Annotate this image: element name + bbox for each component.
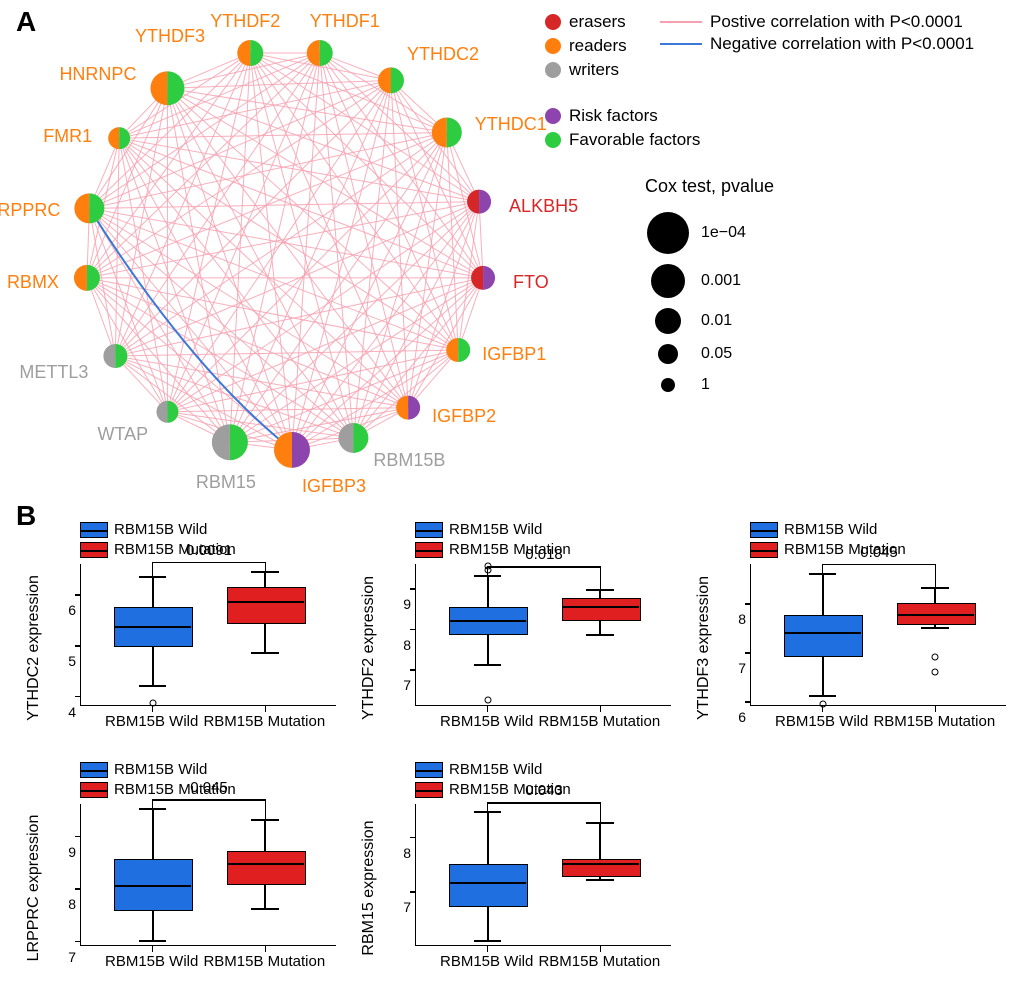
node-label-igfbp3: IGFBP3	[302, 476, 366, 497]
y-axis-label: YTHDC2 expression	[25, 575, 43, 721]
legend-readers: readers	[545, 36, 627, 56]
node-label-wtap: WTAP	[97, 424, 148, 445]
node-label-ythdf3: YTHDF3	[135, 26, 205, 47]
y-axis-label: RBM15 expression	[360, 820, 378, 955]
legend-writers: writers	[545, 60, 619, 80]
legend-erasers: erasers	[545, 12, 626, 32]
x-tick-label: RBM15B Wild	[775, 713, 868, 730]
node-label-fmr1: FMR1	[43, 126, 92, 147]
node-label-ythdf2: YTHDF2	[210, 11, 280, 32]
node-label-ythdc2: YTHDC2	[407, 44, 479, 65]
x-tick-label: RBM15B Wild	[440, 713, 533, 730]
y-tick-label: 7	[391, 677, 411, 693]
y-tick-label: 5	[56, 653, 76, 669]
figure: A YTHDF2YTHDF1YTHDC2YTHDC1ALKBH5FTOIGFBP…	[0, 0, 1020, 998]
y-axis-label: LRPPRC expression	[25, 815, 43, 962]
x-tick-label: RBM15B Mutation	[873, 713, 995, 730]
y-tick-label: 8	[56, 896, 76, 912]
node-label-hnrnpc: HNRNPC	[59, 64, 136, 85]
y-tick-label: 6	[726, 709, 746, 725]
x-tick-label: RBM15B Mutation	[538, 713, 660, 730]
p-value-label: 0.018	[525, 546, 563, 563]
y-tick-label: 7	[726, 660, 746, 676]
legend-pos_edge-line: Postive correlation with P<0.0001	[660, 12, 963, 32]
size-legend-title: Cox test, pvalue	[645, 176, 774, 197]
y-axis-label: YTHDF2 expression	[360, 576, 378, 720]
legend-risk-factors: Risk factors	[545, 106, 658, 126]
legend-neg_edge-line: Negative correlation with P<0.0001	[660, 34, 974, 54]
node-label-mettl3: METTL3	[19, 362, 88, 383]
node-label-alkbh5: ALKBH5	[509, 196, 578, 217]
x-tick-label: RBM15B Mutation	[203, 953, 325, 970]
x-tick-label: RBM15B Mutation	[203, 713, 325, 730]
node-label-rbmx: RBMX	[7, 272, 59, 293]
size-legend-0.05: 0.05	[645, 344, 732, 364]
node-label-lrpprc: LRPPRC	[0, 200, 60, 221]
boxplot-ythdc2: RBM15B Wild RBM15B Mutation YTHDC2 express…	[20, 520, 340, 740]
y-tick-label: 9	[391, 596, 411, 612]
y-tick-label: 7	[56, 949, 76, 965]
p-value-label: 0.045	[190, 779, 228, 796]
y-tick-label: 4	[56, 704, 76, 720]
node-label-fto: FTO	[513, 272, 549, 293]
x-tick-label: RBM15B Wild	[105, 713, 198, 730]
boxplot-lrpprc: RBM15B Wild RBM15B Mutation LRPPRC express…	[20, 760, 340, 980]
p-value-label: 0.043	[525, 782, 563, 799]
x-tick-label: RBM15B Wild	[440, 953, 533, 970]
y-tick-label: 8	[391, 845, 411, 861]
p-value-label: 0.0091	[186, 542, 232, 559]
x-tick-label: RBM15B Wild	[105, 953, 198, 970]
boxplot-ythdf2: RBM15B Wild RBM15B Mutation YTHDF2 express…	[355, 520, 675, 740]
x-tick-label: RBM15B Mutation	[538, 953, 660, 970]
boxplot-rbm15: RBM15B Wild RBM15B Mutation RBM15 expressi…	[355, 760, 675, 980]
node-label-rbm15: RBM15	[196, 472, 256, 493]
boxplot-ythdf3: RBM15B Wild RBM15B Mutation YTHDF3 express…	[690, 520, 1010, 740]
y-tick-label: 8	[391, 637, 411, 653]
y-axis-label: YTHDF3 expression	[695, 576, 713, 720]
size-legend-1e−04: 1e−04	[645, 212, 746, 254]
legend-favorable-factors: Favorable factors	[545, 130, 700, 150]
size-legend-0.01: 0.01	[645, 308, 732, 334]
node-label-ythdf1: YTHDF1	[310, 11, 380, 32]
y-tick-label: 7	[391, 899, 411, 915]
node-label-ythdc1: YTHDC1	[475, 114, 547, 135]
node-label-rbm15b: RBM15B	[373, 450, 445, 471]
node-label-igfbp1: IGFBP1	[482, 344, 546, 365]
size-legend-0.001: 0.001	[645, 264, 741, 298]
y-tick-label: 9	[56, 844, 76, 860]
node-label-igfbp2: IGFBP2	[432, 406, 496, 427]
y-tick-label: 8	[726, 611, 746, 627]
y-tick-label: 6	[56, 602, 76, 618]
size-legend-1: 1	[645, 376, 710, 394]
p-value-label: 0.045	[860, 544, 898, 561]
